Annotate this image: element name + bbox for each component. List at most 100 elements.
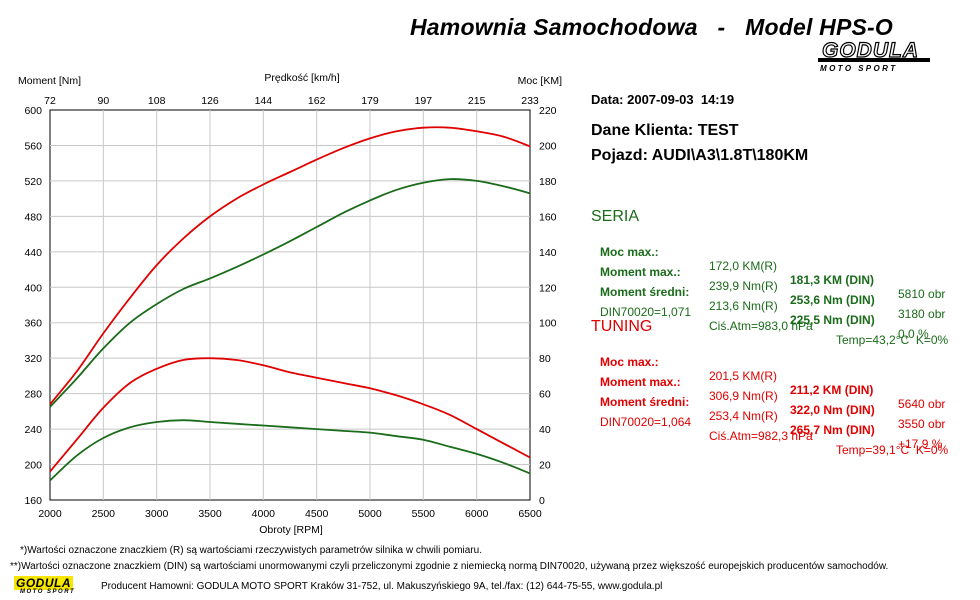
row-extra: +17,9 % [898, 437, 943, 451]
y-right-axis-label: Moc [KM] [518, 75, 562, 87]
y-right-tick-label: 180 [539, 176, 557, 188]
x-tick-label: 6000 [465, 508, 489, 520]
power-tuning-line [49, 357, 531, 473]
measurement-date: Data: 2007-09-03 14:19 [591, 92, 735, 107]
row-value-din: 211,2 KM (DIN) [790, 383, 874, 397]
footnote-din: **)Wartości oznaczone znaczkiem (DIN) są… [10, 561, 889, 572]
producer-info: Producent Hamowni: GODULA MOTO SPORT Kra… [101, 581, 663, 592]
row-extra: 3550 obr [898, 417, 946, 431]
top-tick-label: 72 [44, 95, 56, 107]
logo-subtext: MOTO SPORT [820, 64, 898, 73]
footer-logo: GODULA MOTO SPORT [14, 576, 94, 595]
y-left-tick-label: 400 [24, 282, 42, 294]
brand-logo: GODULA MOTO SPORT [818, 38, 930, 76]
top-tick-label: 108 [148, 95, 166, 107]
x-tick-label: 2500 [92, 508, 116, 520]
footnote-r: *)Wartości oznaczone znaczkiem (R) są wa… [20, 545, 482, 556]
row-value-r: 253,4 Nm(R) [709, 409, 778, 423]
dyno-chart: 2000 2500 3000 3500 4000 4500 5000 5500 6000 6500… [18, 72, 562, 536]
y-right-tick-label: 160 [539, 211, 557, 223]
power-seria-line [49, 419, 531, 482]
x-axis-label: Obroty [RPM] [259, 524, 323, 536]
y-right-tick-label: 100 [539, 318, 557, 330]
seria-row-avg-torque: Moment średni: 213,6 Nm(R) 225,5 Nm (DIN… [600, 271, 929, 341]
row-value-r: 306,9 Nm(R) [709, 389, 778, 403]
temperature: Temp=43,2°C K=0% [836, 333, 949, 347]
row-label: Moment max.: [600, 265, 681, 279]
row-value-r: 239,9 Nm(R) [709, 279, 778, 293]
top-axis-label: Prędkość [km/h] [264, 72, 339, 84]
y-right-tick-label: 40 [539, 424, 551, 436]
client-name: Dane Klienta: TEST [591, 122, 739, 139]
y-left-tick-label: 600 [24, 105, 42, 117]
tuning-row-avg-torque: Moment średni: 253,4 Nm(R) 265,7 Nm (DIN… [600, 381, 942, 451]
y-left-tick-label: 360 [24, 318, 42, 330]
row-label: Moment średni: [600, 395, 690, 409]
seria-din-line: DIN70020=1,071 Ciś.Atm=983,0 hPa Temp=43… [600, 291, 948, 347]
row-value-din: 225,5 Nm (DIN) [790, 313, 875, 327]
x-tick-label: 6500 [518, 508, 542, 520]
row-value-r: 213,6 Nm(R) [709, 299, 778, 313]
top-tick-label: 162 [308, 95, 326, 107]
row-value-din: 253,6 Nm (DIN) [790, 293, 875, 307]
row-extra: 5640 obr [898, 397, 946, 411]
row-value-din: 181,3 KM (DIN) [790, 273, 875, 287]
din-factor: DIN70020=1,064 [600, 415, 692, 429]
row-label: Moc max.: [600, 355, 659, 369]
y-right-tick-label: 80 [539, 353, 551, 365]
x-tick-label: 3000 [145, 508, 169, 520]
footer-logo-text: GODULA [14, 576, 73, 590]
y-right-tick-label: 220 [539, 105, 557, 117]
torque-seria-line [49, 178, 531, 408]
y-left-tick-label: 480 [24, 211, 42, 223]
x-tick-label: 5500 [412, 508, 436, 520]
x-tick-label: 5000 [358, 508, 382, 520]
row-value-r: 172,0 KM(R) [709, 259, 778, 273]
top-tick-label: 126 [201, 95, 219, 107]
atm-pressure: Ciś.Atm=983,0 hPa [709, 319, 813, 333]
temperature: Temp=39,1°C K=0% [836, 443, 949, 457]
seria-row-torque: Moment max.: 239,9 Nm(R) 253,6 Nm (DIN) … [600, 251, 945, 321]
row-label: Moment średni: [600, 285, 690, 299]
y-left-tick-label: 200 [24, 460, 42, 472]
row-extra: 5810 obr [898, 287, 946, 301]
plot-area [49, 109, 531, 501]
row-extra: 3180 obr [898, 307, 946, 321]
seria-row-power: Moc max.: 172,0 KM(R) 181,3 KM (DIN) 581… [600, 231, 945, 301]
y-left-tick-label: 320 [24, 353, 42, 365]
y-right-tick-label: 140 [539, 247, 557, 259]
page-title: Hamownia Samochodowa - Model HPS-O [410, 14, 893, 40]
y-right-tick-label: 0 [539, 495, 545, 507]
y-left-tick-label: 520 [24, 176, 42, 188]
top-tick-label: 197 [415, 95, 433, 107]
footer-logo-subtext: MOTO SPORT [20, 589, 76, 595]
top-tick-label: 233 [521, 95, 539, 107]
torque-tuning-line [49, 126, 531, 405]
y-right-tick-label: 200 [539, 140, 557, 152]
row-extra: 0,0 % [898, 327, 929, 341]
x-tick-label: 3500 [198, 508, 222, 520]
y-right-tick-label: 60 [539, 389, 551, 401]
row-value-din: 265,7 Nm (DIN) [790, 423, 875, 437]
y-left-tick-label: 240 [24, 424, 42, 436]
y-right-tick-label: 20 [539, 460, 551, 472]
y-left-tick-label: 440 [24, 247, 42, 259]
x-tick-label: 4500 [305, 508, 329, 520]
top-tick-label: 90 [97, 95, 109, 107]
row-value-din: 322,0 Nm (DIN) [790, 403, 875, 417]
row-label: Moment max.: [600, 375, 681, 389]
seria-title: SERIA [591, 208, 640, 225]
y-right-tick-label: 120 [539, 282, 557, 294]
logo-text: GODULA [821, 38, 919, 62]
row-value-r: 201,5 KM(R) [709, 369, 778, 383]
row-label: Moc max.: [600, 245, 659, 259]
x-tick-label: 2000 [38, 508, 62, 520]
top-tick-label: 179 [361, 95, 379, 107]
y-left-axis-label: Moment [Nm] [18, 75, 81, 87]
tuning-row-power: Moc max.: 201,5 KM(R) 211,2 KM (DIN) 564… [600, 341, 945, 411]
y-left-tick-label: 560 [24, 140, 42, 152]
din-factor: DIN70020=1,071 [600, 305, 692, 319]
vehicle-name: Pojazd: AUDI\A3\1.8T\180KM [591, 147, 809, 164]
tuning-row-torque: Moment max.: 306,9 Nm(R) 322,0 Nm (DIN) … [600, 361, 945, 431]
tuning-din-line: DIN70020=1,064 Ciś.Atm=982,3 hPa Temp=39… [600, 401, 948, 457]
